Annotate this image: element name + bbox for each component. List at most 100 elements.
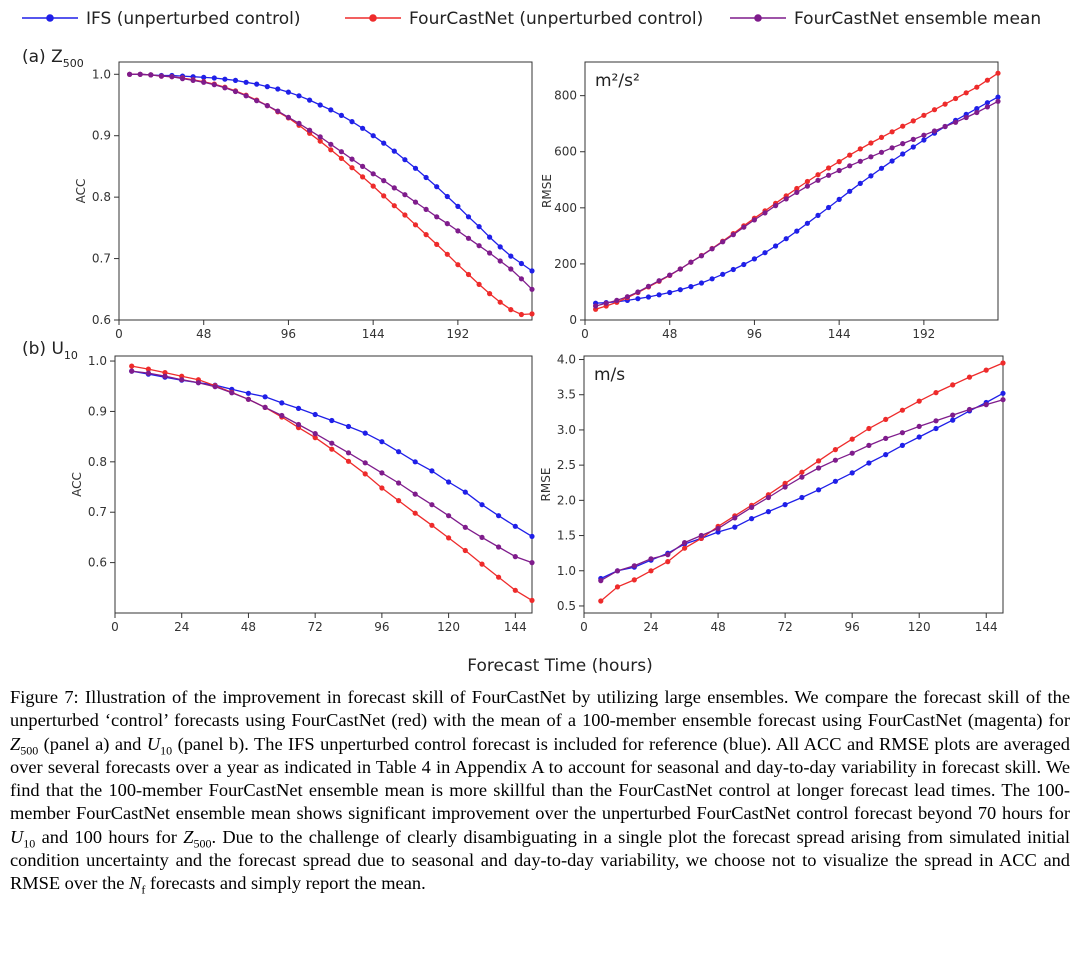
data-point-2: [312, 431, 318, 437]
data-point-0: [849, 470, 855, 476]
y-tick-label: 2.5: [557, 458, 576, 472]
data-point-2: [656, 278, 662, 284]
data-point-0: [402, 157, 408, 163]
data-point-1: [889, 129, 895, 135]
data-point-0: [275, 86, 281, 92]
data-point-0: [816, 487, 822, 493]
data-point-0: [362, 430, 368, 436]
data-point-2: [631, 563, 637, 569]
data-point-0: [412, 459, 418, 465]
data-point-2: [624, 294, 631, 300]
data-point-1: [933, 390, 939, 396]
data-point-1: [444, 251, 450, 257]
data-point-2: [285, 114, 291, 120]
data-point-1: [995, 70, 1001, 76]
data-point-2: [158, 73, 164, 79]
series-line-1: [600, 362, 1004, 602]
series-line-2: [595, 100, 999, 307]
x-tick-label: 96: [281, 327, 296, 341]
data-point-2: [496, 544, 502, 550]
data-point-2: [328, 141, 334, 147]
data-point-2: [730, 232, 736, 238]
legend-marker-0: [46, 14, 54, 22]
data-point-1: [815, 172, 821, 178]
data-point-2: [446, 513, 452, 519]
data-point-0: [857, 180, 863, 186]
data-point-1: [145, 366, 151, 372]
data-point-0: [429, 468, 435, 474]
data-point-2: [847, 163, 853, 169]
y-tick-label: 0.9: [88, 404, 107, 418]
data-point-0: [254, 81, 260, 87]
data-point-2: [741, 224, 747, 230]
series-line-0: [595, 96, 999, 304]
data-point-1: [497, 299, 503, 305]
data-point-1: [826, 165, 832, 171]
x-tick-label: 144: [504, 620, 527, 634]
data-point-0: [656, 292, 662, 298]
data-point-2: [487, 250, 493, 256]
data-point-2: [984, 104, 991, 110]
data-point-1: [362, 471, 368, 477]
data-point-2: [476, 243, 482, 249]
x-tick-label: 0: [581, 327, 589, 341]
data-point-0: [709, 276, 715, 282]
y-tick-label: 0.9: [92, 129, 111, 143]
data-point-0: [529, 533, 535, 540]
data-point-2: [648, 556, 654, 562]
x-tick-label: 144: [362, 327, 385, 341]
data-point-2: [391, 185, 397, 191]
data-point-2: [349, 156, 355, 162]
data-point-2: [667, 272, 673, 278]
x-tick-label: 120: [437, 620, 460, 634]
data-point-2: [942, 123, 948, 130]
x-tick-label: 96: [747, 327, 762, 341]
data-point-2: [677, 266, 683, 272]
data-point-0: [379, 439, 385, 445]
y-tick-label: 400: [554, 201, 577, 215]
data-point-2: [254, 98, 260, 104]
data-point-2: [709, 246, 715, 252]
x-tick-label: 72: [777, 620, 792, 634]
data-point-2: [245, 396, 251, 402]
data-point-0: [370, 133, 376, 139]
y-tick-label: 200: [554, 257, 577, 271]
y-tick-label: 4.0: [557, 353, 576, 367]
data-point-0: [312, 411, 318, 418]
data-point-0: [730, 266, 736, 273]
data-point-0: [741, 261, 747, 268]
data-point-2: [127, 71, 133, 77]
x-tick-label: 24: [643, 620, 658, 634]
data-point-0: [465, 214, 472, 220]
panel-label-main: (a) Z: [22, 47, 63, 67]
data-point-0: [245, 390, 251, 396]
data-point-2: [329, 440, 335, 446]
data-point-2: [402, 192, 408, 198]
data-point-1: [804, 178, 811, 185]
data-point-2: [295, 421, 302, 428]
data-point-0: [794, 228, 800, 234]
data-point-0: [667, 289, 673, 296]
x-tick-label: 48: [662, 327, 677, 341]
series-line-0: [131, 370, 533, 537]
data-point-1: [983, 367, 989, 373]
legend: IFS (unperturbed control) FourCastNet (un…: [22, 9, 1041, 29]
data-point-2: [963, 114, 969, 121]
y-tick-label: 3.0: [557, 423, 576, 437]
data-point-0: [1000, 390, 1006, 396]
data-point-0: [396, 449, 402, 455]
data-point-0: [317, 102, 323, 108]
data-point-2: [783, 196, 789, 202]
data-point-2: [698, 532, 704, 539]
data-point-0: [338, 112, 344, 118]
data-point-1: [396, 498, 402, 504]
data-point-0: [765, 509, 772, 515]
data-point-2: [279, 412, 285, 419]
data-point-2: [916, 423, 922, 429]
x-tick-label: 48: [196, 327, 211, 341]
panel-label-subscript: 10: [64, 349, 78, 362]
y-tick-label: 0.6: [92, 313, 111, 327]
data-point-2: [720, 239, 726, 245]
data-point-1: [429, 522, 435, 528]
data-point-0: [512, 523, 518, 529]
